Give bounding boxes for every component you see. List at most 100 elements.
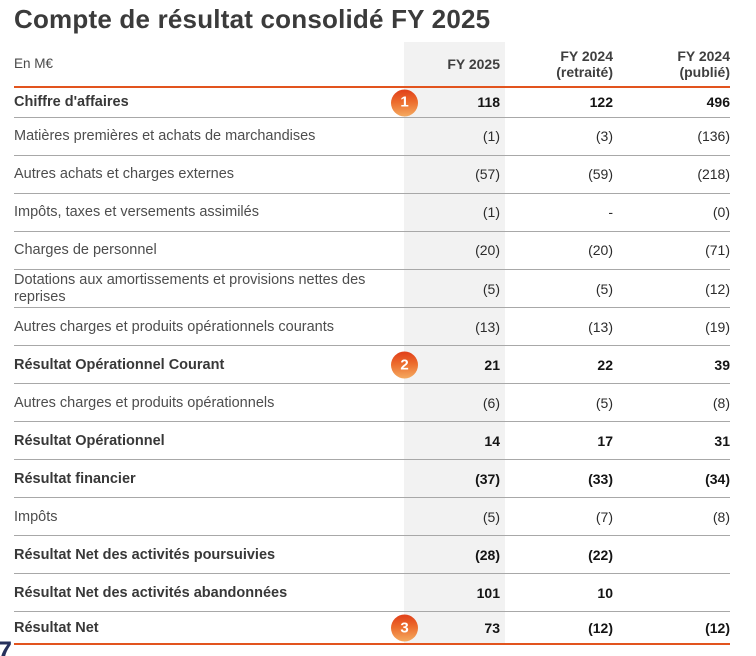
step-badge: 3 bbox=[391, 614, 418, 642]
row-label: Dotations aux amortissements et provisio… bbox=[14, 272, 366, 305]
row-label: Résultat Opérationnel bbox=[14, 432, 165, 449]
cell-value: 122 bbox=[589, 94, 613, 111]
value-fy2025: (13) bbox=[404, 308, 505, 346]
cell-value: (13) bbox=[588, 318, 613, 335]
cell-value: (1) bbox=[482, 204, 500, 221]
column-header-fy2024-publie: FY 2024 (publié) bbox=[677, 47, 730, 80]
row-label: Charges de personnel bbox=[14, 242, 157, 259]
value-fy2025: (37) bbox=[404, 460, 505, 498]
cell-value: (20) bbox=[588, 242, 613, 259]
row-label: Résultat financier bbox=[14, 470, 136, 487]
value-fy2024-retraite: (22) bbox=[505, 536, 613, 573]
cell-value: (6) bbox=[482, 394, 500, 411]
cell-value: (59) bbox=[588, 166, 613, 183]
cell-value: 39 bbox=[714, 356, 730, 373]
cell-value: 22 bbox=[597, 356, 613, 373]
row-label: Chiffre d'affaires bbox=[14, 94, 129, 111]
value-fy2025: 3 73 bbox=[391, 612, 505, 644]
value-fy2025: 2 21 bbox=[391, 346, 505, 384]
table-header-row: En M€ FY 2025 FY 2024 (retraité) FY 2024… bbox=[14, 42, 730, 88]
value-fy2024-publie: (12) bbox=[613, 612, 730, 643]
cell-value: (19) bbox=[705, 318, 730, 335]
value-fy2025: (1) bbox=[404, 194, 505, 231]
page-title: Compte de résultat consolidé FY 2025 bbox=[14, 4, 491, 34]
value-fy2024-retraite: (12) bbox=[505, 612, 613, 643]
cell-value: (5) bbox=[482, 508, 500, 525]
table-row: Dotations aux amortissements et provisio… bbox=[14, 270, 730, 309]
value-fy2024-publie: 39 bbox=[613, 346, 730, 383]
table-row: Autres achats et charges externes (57) (59… bbox=[14, 156, 730, 194]
cell-value: 496 bbox=[706, 94, 730, 111]
cell-value: (3) bbox=[595, 128, 613, 145]
cell-value: (8) bbox=[712, 508, 730, 525]
cell-value: (12) bbox=[705, 280, 730, 297]
value-fy2024-publie: 496 bbox=[613, 88, 730, 117]
table-row: Résultat financier (37) (33) (34) bbox=[14, 460, 730, 499]
row-label: Résultat Net des activités abandonnées bbox=[14, 584, 288, 601]
cell-value: 21 bbox=[484, 356, 500, 373]
cell-value: (34) bbox=[705, 470, 730, 487]
value-fy2024-publie: 31 bbox=[613, 422, 730, 459]
table-row: Résultat Opérationnel 14 17 31 bbox=[14, 422, 730, 461]
value-fy2024-retraite: (3) bbox=[505, 118, 613, 155]
cell-value: (33) bbox=[588, 470, 613, 487]
value-fy2025: (28) bbox=[404, 536, 505, 574]
cell-value: (5) bbox=[595, 394, 613, 411]
table-row: Charges de personnel (20) (20) (71) bbox=[14, 232, 730, 270]
value-fy2024-publie: (19) bbox=[613, 308, 730, 345]
step-badge: 1 bbox=[391, 89, 418, 116]
value-fy2024-retraite: (5) bbox=[505, 270, 613, 307]
value-fy2025: 14 bbox=[404, 422, 505, 460]
value-fy2024-publie: (8) bbox=[613, 498, 730, 535]
table-row: Chiffre d'affaires 1 118 122 496 bbox=[14, 88, 730, 118]
page-number-partial: 7 bbox=[0, 636, 19, 656]
cell-value: 73 bbox=[484, 619, 500, 636]
table-row: Résultat Net des activités poursuivies (2… bbox=[14, 536, 730, 575]
value-fy2024-retraite: - bbox=[505, 194, 613, 231]
cell-value: (20) bbox=[475, 242, 500, 259]
value-fy2024-retraite: (20) bbox=[505, 232, 613, 269]
row-label: Impôts, taxes et versements assimilés bbox=[14, 204, 259, 221]
row-label: Autres charges et produits opérationnels… bbox=[14, 318, 334, 335]
row-label: Matières premières et achats de marchand… bbox=[14, 128, 316, 145]
row-label: Autres achats et charges externes bbox=[14, 166, 235, 183]
value-fy2024-retraite: (59) bbox=[505, 156, 613, 193]
value-fy2025: (20) bbox=[404, 232, 505, 269]
value-fy2024-publie bbox=[613, 536, 730, 573]
value-fy2024-publie bbox=[613, 574, 730, 611]
cell-value: (28) bbox=[475, 546, 500, 563]
row-label: Résultat Net bbox=[14, 619, 99, 636]
income-statement-table: En M€ FY 2025 FY 2024 (retraité) FY 2024… bbox=[14, 42, 730, 646]
value-fy2025: (5) bbox=[404, 498, 505, 536]
value-fy2024-retraite: 22 bbox=[505, 346, 613, 383]
cell-value: (218) bbox=[697, 166, 730, 183]
cell-value: (5) bbox=[482, 280, 500, 297]
value-fy2025: (1) bbox=[404, 118, 505, 155]
cell-value: (5) bbox=[595, 280, 613, 297]
cell-value: 17 bbox=[597, 432, 613, 449]
value-fy2025: 1 118 bbox=[391, 88, 505, 117]
row-label: Résultat Opérationnel Courant bbox=[14, 356, 225, 373]
value-fy2025: (57) bbox=[404, 156, 505, 193]
table-row: Résultat Opérationnel Courant 2 21 22 39 bbox=[14, 346, 730, 385]
cell-value: (0) bbox=[712, 204, 730, 221]
value-fy2024-retraite: (13) bbox=[505, 308, 613, 345]
table-row: Impôts, taxes et versements assimilés (1)… bbox=[14, 194, 730, 232]
value-fy2024-retraite: 122 bbox=[505, 88, 613, 117]
cell-value: - bbox=[608, 204, 613, 221]
value-fy2024-retraite: 10 bbox=[505, 574, 613, 611]
cell-value: 31 bbox=[714, 432, 730, 449]
row-label: Résultat Net des activités poursuivies bbox=[14, 546, 276, 563]
cell-value: (57) bbox=[475, 166, 500, 183]
value-fy2024-publie: (12) bbox=[613, 270, 730, 307]
cell-value: 118 bbox=[477, 94, 500, 111]
table-row: Matières premières et achats de marchand… bbox=[14, 118, 730, 156]
cell-value: (13) bbox=[475, 318, 500, 335]
table-row: Impôts (5) (7) (8) bbox=[14, 498, 730, 537]
table-row: Résultat Net 3 73 (12) (12) bbox=[14, 612, 730, 646]
value-fy2024-publie: (0) bbox=[613, 194, 730, 231]
value-fy2024-publie: (136) bbox=[613, 118, 730, 155]
table-row: Autres charges et produits opérationnels… bbox=[14, 308, 730, 347]
value-fy2024-retraite: (5) bbox=[505, 384, 613, 421]
cell-value: (12) bbox=[588, 619, 613, 636]
